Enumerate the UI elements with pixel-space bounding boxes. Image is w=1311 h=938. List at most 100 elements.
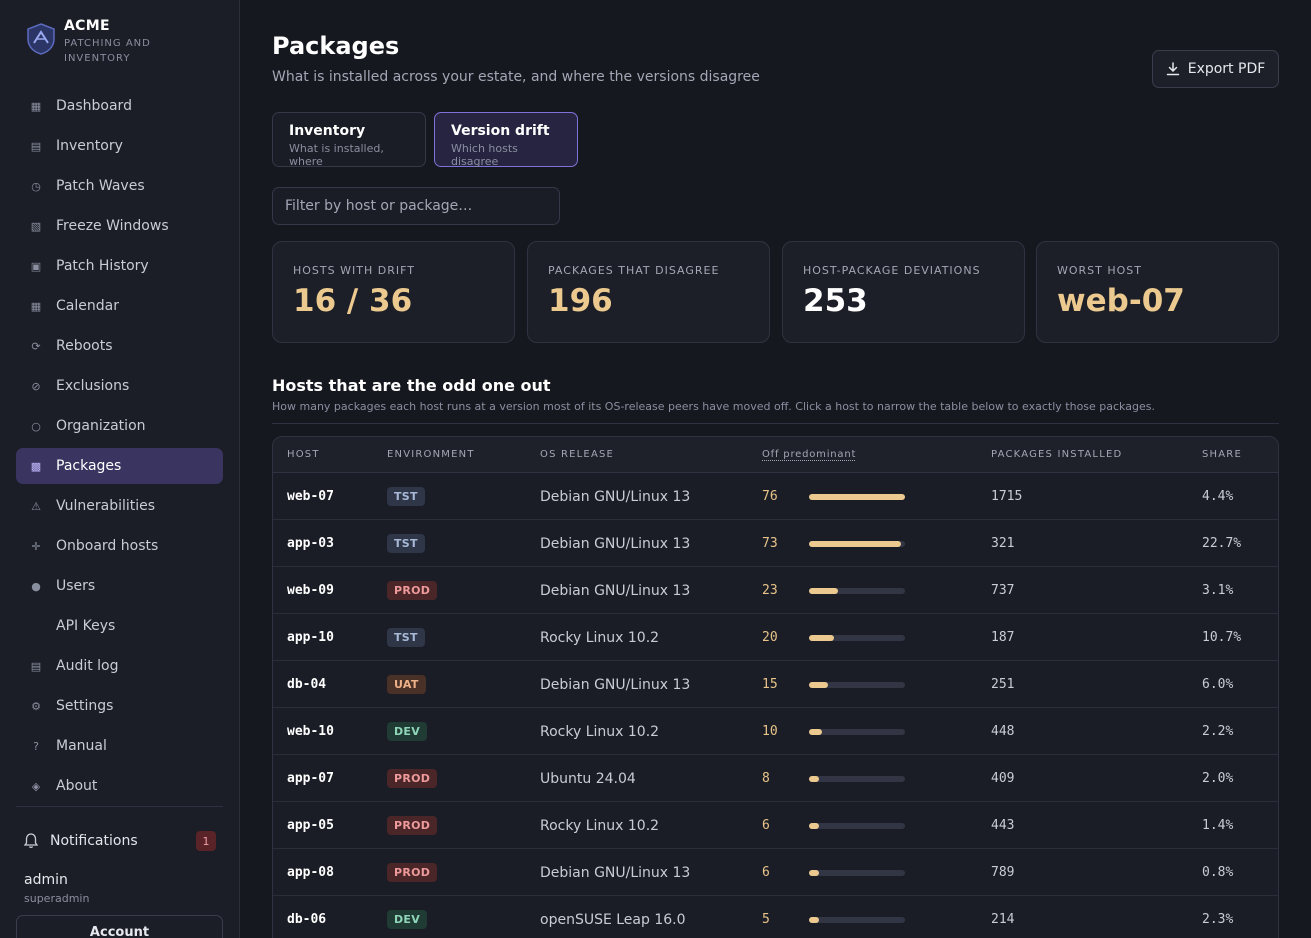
host-cell[interactable]: app-10 xyxy=(287,630,334,645)
sidebar-item-patch-waves[interactable]: ◷ Patch Waves xyxy=(16,168,223,204)
environment-badge: TST xyxy=(387,534,425,553)
off-predominant-bar-fill xyxy=(809,728,822,735)
table-header: HOST ENVIRONMENT OS RELEASE Off predomin… xyxy=(273,437,1278,473)
off-predominant-bar-cell xyxy=(809,849,905,896)
sidebar-item-audit-log[interactable]: ▤ Audit log xyxy=(16,648,223,684)
off-predominant-count: 73 xyxy=(762,536,778,551)
sidebar-item-packages[interactable]: ▩ Packages xyxy=(16,448,223,484)
patch-waves-icon: ◷ xyxy=(31,179,41,193)
settings-icon: ⚙ xyxy=(31,699,41,713)
host-cell[interactable]: app-08 xyxy=(287,865,334,880)
host-cell[interactable]: app-05 xyxy=(287,818,334,833)
sidebar-item-organization[interactable]: ○ Organization xyxy=(16,408,223,444)
os-release-cell: Debian GNU/Linux 13 xyxy=(540,864,691,881)
table-row[interactable]: web-09 PROD Debian GNU/Linux 13 23 737 3.1% xyxy=(273,567,1278,614)
notifications-button[interactable]: Notifications 1 xyxy=(24,828,216,854)
sidebar-item-freeze-windows[interactable]: ▧ Freeze Windows xyxy=(16,208,223,244)
notifications-label: Notifications xyxy=(50,833,138,849)
calendar-icon: ▦ xyxy=(30,299,42,313)
table-row[interactable]: db-04 UAT Debian GNU/Linux 13 15 251 6.0% xyxy=(273,661,1278,708)
user-name: admin xyxy=(24,872,68,888)
tab-version-drift[interactable]: Version drift Which hosts disagree xyxy=(434,112,578,168)
packages-installed-cell: 214 xyxy=(991,912,1015,927)
sidebar-item-exclusions[interactable]: ⊘ Exclusions xyxy=(16,368,223,404)
environment-badge: PROD xyxy=(387,769,438,788)
sidebar-item-onboard-hosts[interactable]: ✛ Onboard hosts xyxy=(16,528,223,564)
column-header-share[interactable]: SHARE xyxy=(1202,449,1242,460)
column-header-environment[interactable]: ENVIRONMENT xyxy=(387,449,475,460)
sidebar-item-patch-history[interactable]: ▣ Patch History xyxy=(16,248,223,284)
sidebar-item-calendar[interactable]: ▦ Calendar xyxy=(16,288,223,324)
about-icon: ◈ xyxy=(31,779,41,793)
host-cell[interactable]: db-06 xyxy=(287,912,327,927)
os-release-cell: Rocky Linux 10.2 xyxy=(540,723,660,740)
table-row[interactable]: web-10 DEV Rocky Linux 10.2 10 448 2.2% xyxy=(273,708,1278,755)
table-row[interactable]: web-07 TST Debian GNU/Linux 13 76 1715 4.4% xyxy=(273,473,1278,520)
account-button[interactable]: Account xyxy=(16,915,223,938)
download-icon xyxy=(1166,62,1179,76)
sidebar-item-inventory[interactable]: ▤ Inventory xyxy=(16,128,223,164)
sidebar-item-label: Calendar xyxy=(56,298,119,314)
sidebar-item-label: Settings xyxy=(56,698,114,714)
table-row[interactable]: app-03 TST Debian GNU/Linux 13 73 321 22.7% xyxy=(273,520,1278,567)
sidebar-item-manual[interactable]: ? Manual xyxy=(16,728,223,764)
manual-icon: ? xyxy=(33,739,39,753)
host-cell[interactable]: web-07 xyxy=(287,489,334,504)
share-cell: 4.4% xyxy=(1202,489,1234,504)
bell-icon xyxy=(24,833,38,848)
off-predominant-count: 6 xyxy=(762,818,770,833)
environment-badge: PROD xyxy=(387,863,438,882)
table-row[interactable]: app-10 TST Rocky Linux 10.2 20 187 10.7% xyxy=(273,614,1278,661)
patch-history-icon: ▣ xyxy=(30,259,42,273)
dashboard-icon: ▦ xyxy=(30,99,42,113)
stat-label: PACKAGES THAT DISAGREE xyxy=(548,264,720,277)
host-cell[interactable]: db-04 xyxy=(287,677,327,692)
off-predominant-bar-track xyxy=(809,728,905,735)
column-header-os-release[interactable]: OS RELEASE xyxy=(540,449,615,460)
table-body: web-07 TST Debian GNU/Linux 13 76 1715 4.4% ap… xyxy=(273,473,1278,938)
host-cell[interactable]: web-09 xyxy=(287,583,334,598)
audit-log-icon: ▤ xyxy=(30,659,42,673)
share-cell: 2.0% xyxy=(1202,771,1234,786)
sidebar-item-api-keys[interactable]: API Keys xyxy=(16,608,223,644)
off-predominant-bar-cell xyxy=(809,896,905,938)
column-header-host[interactable]: HOST xyxy=(287,449,320,460)
sidebar-item-vulnerabilities[interactable]: ⚠ Vulnerabilities xyxy=(16,488,223,524)
organization-icon: ○ xyxy=(31,419,41,433)
sidebar-item-reboots[interactable]: ⟳ Reboots xyxy=(16,328,223,364)
sidebar-item-settings[interactable]: ⚙ Settings xyxy=(16,688,223,724)
environment-cell: TST xyxy=(387,473,425,520)
host-cell[interactable]: app-07 xyxy=(287,771,334,786)
page-title: Packages xyxy=(272,32,400,60)
host-cell[interactable]: web-10 xyxy=(287,724,334,739)
table-row[interactable]: app-08 PROD Debian GNU/Linux 13 6 789 0.8% xyxy=(273,849,1278,896)
host-cell[interactable]: app-03 xyxy=(287,536,334,551)
table-row[interactable]: app-05 PROD Rocky Linux 10.2 6 443 1.4% xyxy=(273,802,1278,849)
environment-badge: DEV xyxy=(387,722,428,741)
tab-inventory[interactable]: Inventory What is installed, where xyxy=(272,112,426,168)
off-predominant-count: 20 xyxy=(762,630,778,645)
filter-input[interactable] xyxy=(272,187,560,225)
sidebar-item-dashboard[interactable]: ▦ Dashboard xyxy=(16,88,223,124)
notifications-count-badge: 1 xyxy=(196,831,216,851)
page-subtitle: What is installed across your estate, an… xyxy=(272,69,760,85)
off-predominant-bar-fill xyxy=(809,869,819,876)
stat-label: HOST-PACKAGE DEVIATIONS xyxy=(803,264,981,277)
export-pdf-button[interactable]: Export PDF xyxy=(1152,50,1279,88)
off-predominant-bar-track xyxy=(809,681,905,688)
table-row[interactable]: db-06 DEV openSUSE Leap 16.0 5 214 2.3% xyxy=(273,896,1278,938)
sidebar-item-users[interactable]: ● Users xyxy=(16,568,223,604)
brand-subtitle: PATCHING AND INVENTORY xyxy=(64,38,151,64)
off-predominant-count: 6 xyxy=(762,865,770,880)
table-row[interactable]: app-07 PROD Ubuntu 24.04 8 409 2.0% xyxy=(273,755,1278,802)
share-cell: 10.7% xyxy=(1202,630,1242,645)
brand[interactable]: ACME PATCHING AND INVENTORY xyxy=(24,16,164,66)
os-release-cell: Ubuntu 24.04 xyxy=(540,770,636,787)
os-release-cell: Rocky Linux 10.2 xyxy=(540,817,660,834)
column-header-packages-installed[interactable]: PACKAGES INSTALLED xyxy=(991,449,1123,460)
sidebar-item-label: Organization xyxy=(56,418,146,434)
column-header-off-predominant[interactable]: Off predominant xyxy=(762,449,857,460)
share-cell: 2.3% xyxy=(1202,912,1234,927)
environment-badge: UAT xyxy=(387,675,426,694)
sidebar-item-about[interactable]: ◈ About xyxy=(16,768,223,804)
